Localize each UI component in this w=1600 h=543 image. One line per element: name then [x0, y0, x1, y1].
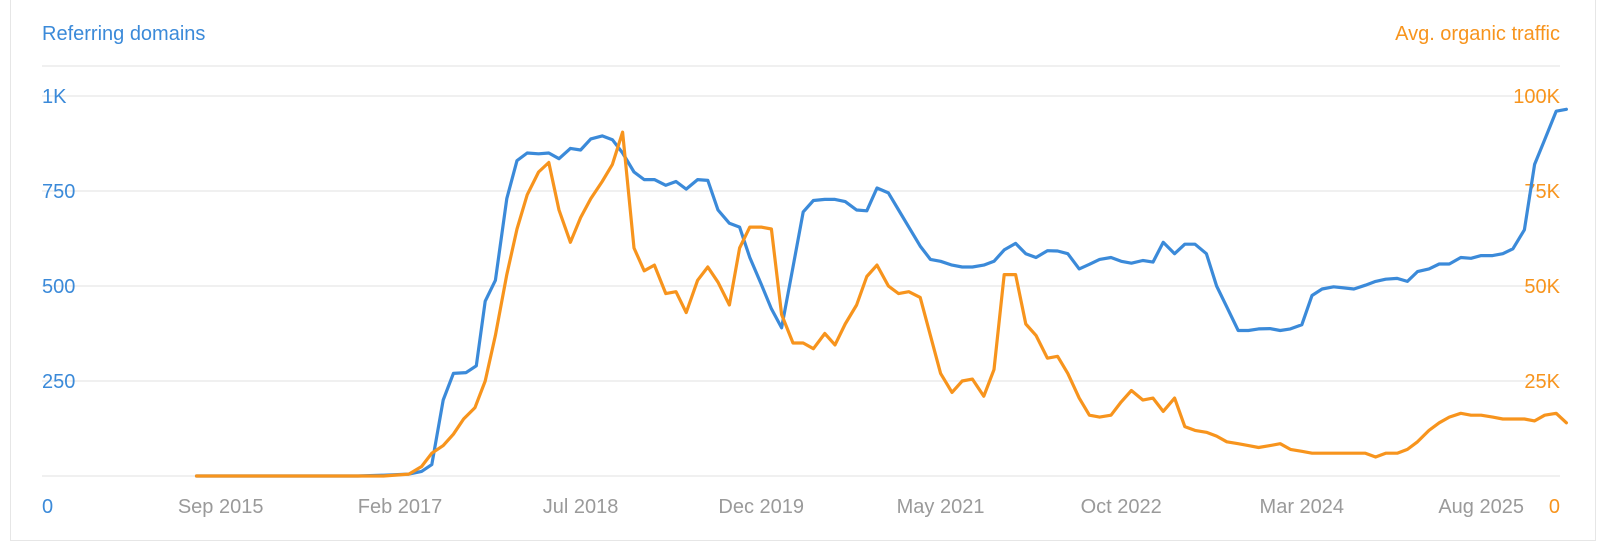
left-tick-label: 500	[42, 276, 75, 298]
chart-card	[10, 0, 1596, 541]
right-axis-title: Avg. organic traffic	[1395, 23, 1560, 45]
right-axis-ticks: 0 25K 50K 75K 100K	[1513, 86, 1560, 518]
x-tick-label: Mar 2024	[1260, 496, 1345, 518]
x-tick-label: Jul 2018	[543, 496, 619, 518]
left-axis-title: Referring domains	[42, 23, 205, 45]
x-tick-label: Oct 2022	[1081, 496, 1162, 518]
left-tick-label: 0	[42, 496, 53, 518]
x-tick-label: Feb 2017	[358, 496, 443, 518]
right-tick-label: 0	[1549, 496, 1560, 518]
grid-lines	[42, 65, 1560, 477]
left-tick-label: 1K	[42, 86, 67, 108]
referring-domains-line	[194, 107, 1568, 478]
x-tick-label: May 2021	[897, 496, 985, 518]
left-tick-label: 250	[42, 371, 75, 393]
series-lines	[194, 107, 1568, 478]
right-tick-label: 25K	[1524, 371, 1560, 393]
x-tick-label: Sep 2015	[178, 496, 264, 518]
left-tick-label: 750	[42, 181, 75, 203]
left-axis-ticks: 0 250 500 750 1K	[42, 86, 75, 518]
x-axis-ticks: Sep 2015 Feb 2017 Jul 2018 Dec 2019 May 2021…	[178, 496, 1524, 518]
right-tick-label: 75K	[1524, 181, 1560, 203]
organic-traffic-line	[194, 130, 1568, 478]
x-tick-label: Dec 2019	[718, 496, 804, 518]
x-tick-label: Aug 2025	[1438, 496, 1524, 518]
right-tick-label: 100K	[1513, 86, 1560, 108]
right-tick-label: 50K	[1524, 276, 1560, 298]
